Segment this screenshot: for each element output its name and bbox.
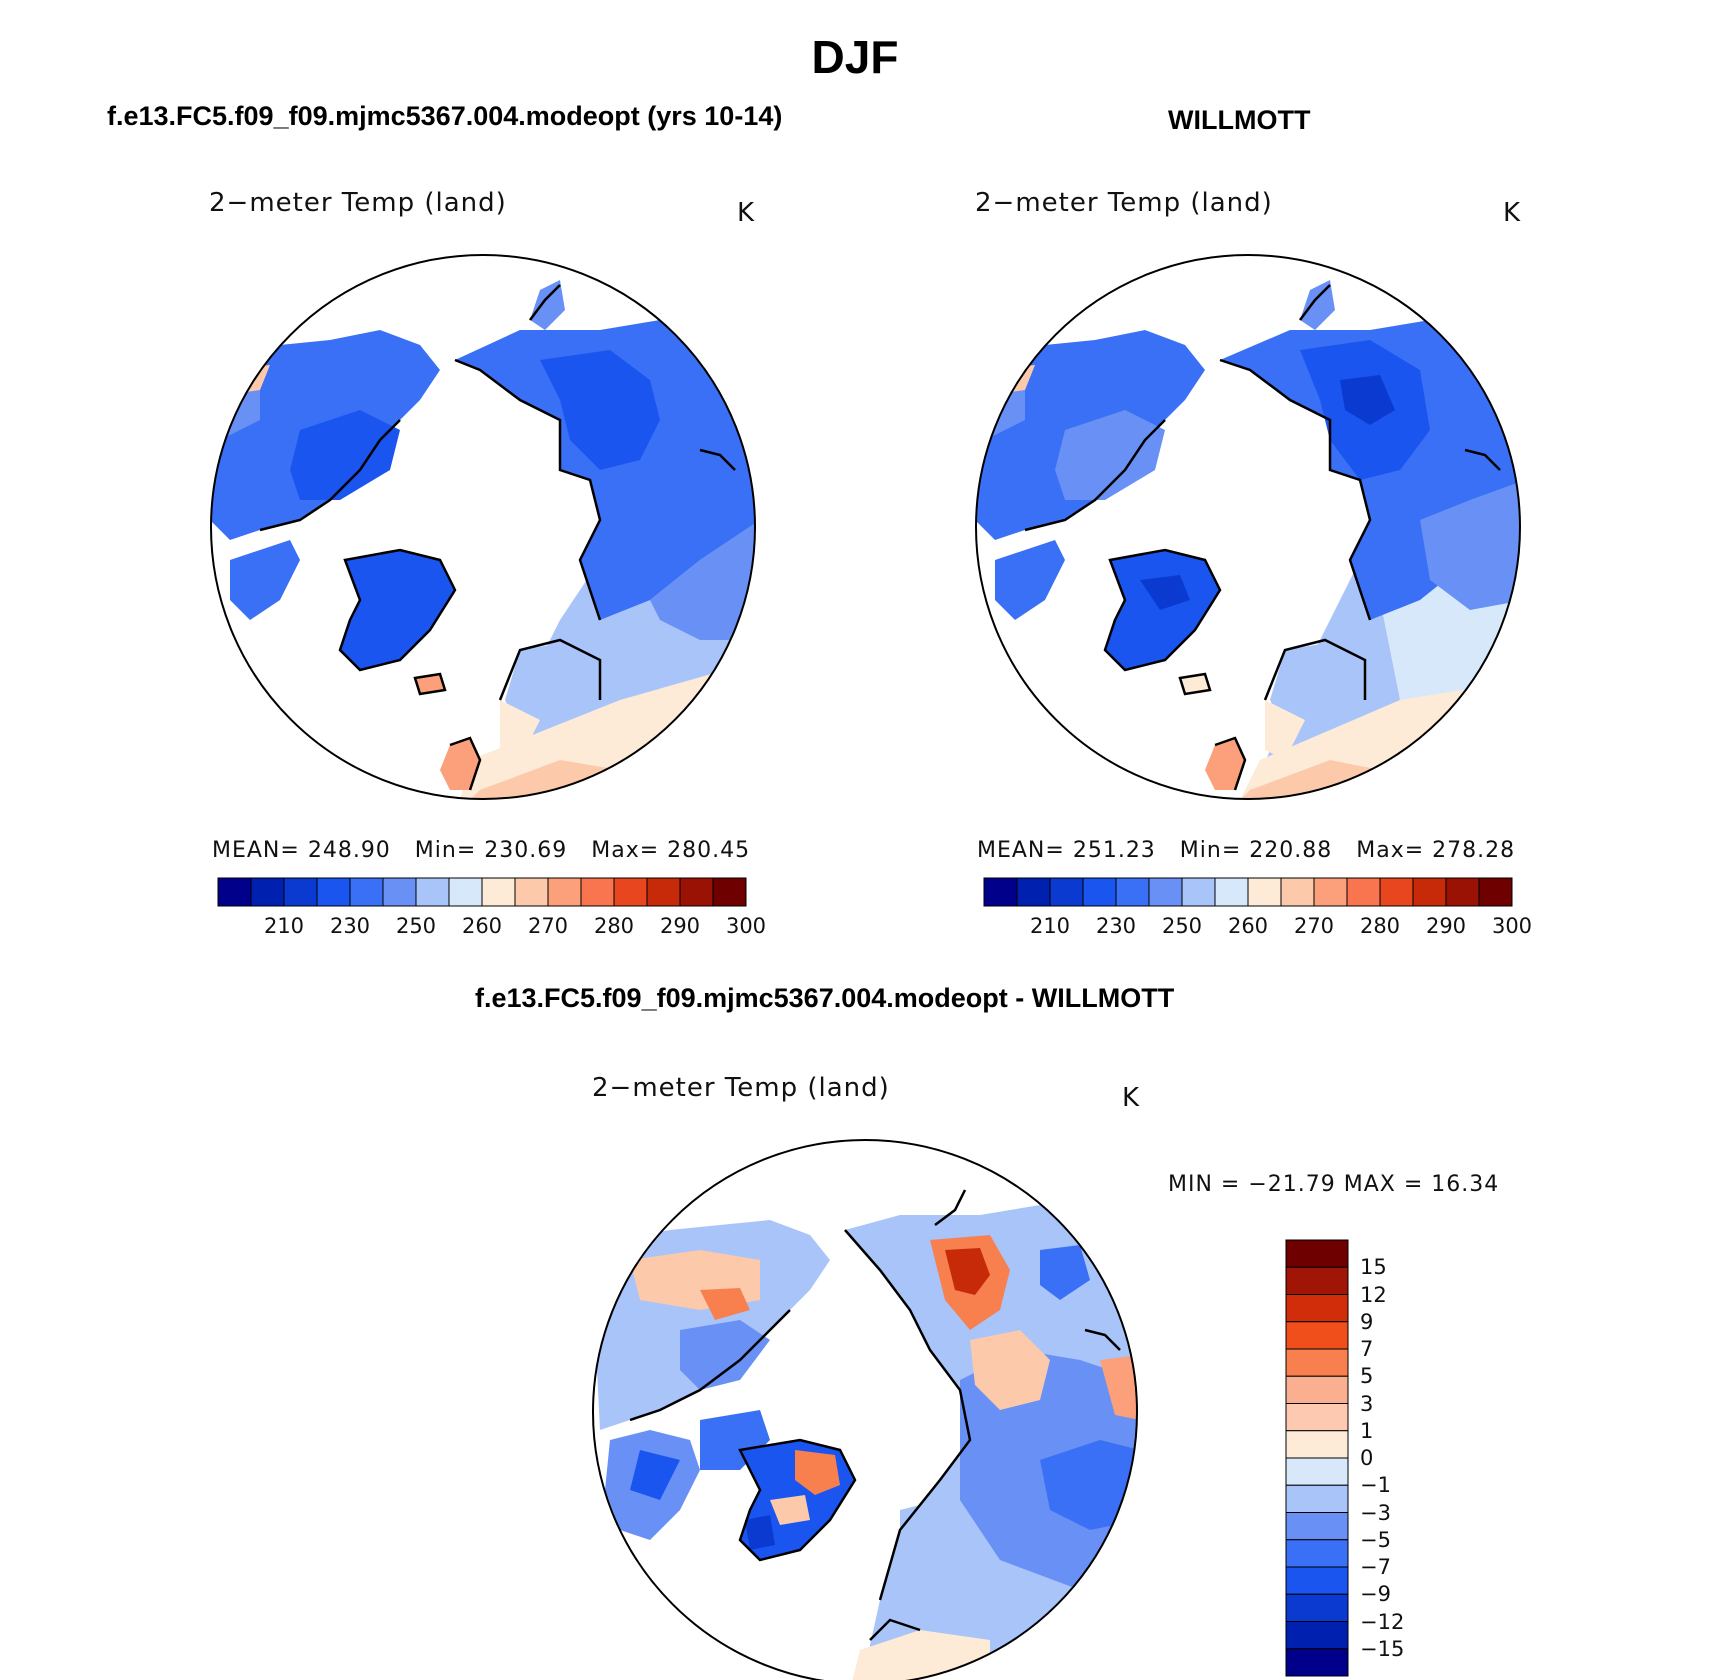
colorbar-swatch xyxy=(1285,1457,1349,1486)
colorbar-tick-label: 260 xyxy=(1227,914,1269,938)
colorbar-swatch xyxy=(1346,877,1381,907)
colorbar-tick-label: 210 xyxy=(1029,914,1071,938)
stats-diff: MIN = −21.79 MAX = 16.34 xyxy=(1168,1172,1500,1197)
colorbar-tick-label: −9 xyxy=(1360,1582,1391,1607)
colorbar-swatch xyxy=(1285,1539,1349,1568)
colorbar-swatch xyxy=(1247,877,1282,907)
colorbar-tick-label: 7 xyxy=(1360,1337,1374,1361)
colorbar-swatch xyxy=(514,877,549,907)
colorbar-tick-label: 270 xyxy=(1293,914,1335,938)
colorbar-swatch xyxy=(547,877,582,907)
colorbar-tick-label: 5 xyxy=(1360,1364,1374,1389)
colorbar-swatch xyxy=(1016,877,1051,907)
colorbar-swatch xyxy=(983,877,1018,907)
colorbar-swatch xyxy=(1313,877,1348,907)
colorbar-model xyxy=(217,877,747,907)
colorbar-tick-label: 290 xyxy=(1425,914,1467,938)
colorbar-swatch xyxy=(1148,877,1183,907)
colorbar-tick-label: −12 xyxy=(1360,1609,1405,1634)
colorbar-swatch xyxy=(1445,877,1480,907)
diff-panel-title: f.e13.FC5.f09_f09.mjmc5367.004.modeopt -… xyxy=(475,983,1175,1013)
colorbar-swatch xyxy=(1082,877,1117,907)
colorbar-swatch xyxy=(1285,1403,1349,1432)
colorbar-swatch xyxy=(646,877,681,907)
colorbar-tick-label: −1 xyxy=(1360,1473,1391,1498)
colorbar-swatch xyxy=(1285,1266,1349,1295)
colorbar-tick-label: 280 xyxy=(1359,914,1401,938)
colorbar-tick-label: 300 xyxy=(725,914,767,938)
colorbar-tick-label: 270 xyxy=(527,914,569,938)
colorbar-tick-label: 230 xyxy=(1095,914,1137,938)
colorbar-tick-label: 290 xyxy=(659,914,701,938)
stats-model: MEAN= 248.90 Min= 230.69 Max= 280.45 xyxy=(212,838,751,863)
colorbar-tick-label: 12 xyxy=(1360,1282,1387,1307)
colorbar-swatch xyxy=(1285,1430,1349,1459)
colorbar-tick-label: −7 xyxy=(1360,1555,1391,1579)
colorbar-swatch xyxy=(1285,1566,1349,1595)
colorbar-tick-label: 15 xyxy=(1360,1255,1387,1280)
colorbar-swatch xyxy=(1214,877,1249,907)
colorbar-swatch xyxy=(283,877,318,907)
colorbar-swatch xyxy=(1379,877,1414,907)
colorbar-swatch xyxy=(1285,1348,1349,1377)
plot-title-diff: 2−meter Temp (land) xyxy=(592,1073,890,1103)
colorbar-swatch xyxy=(1181,877,1216,907)
colorbar-swatch xyxy=(1285,1512,1349,1541)
colorbar-tick-label: 250 xyxy=(1161,914,1203,938)
colorbar-swatch xyxy=(679,877,714,907)
colorbar-tick-label: 9 xyxy=(1360,1309,1374,1334)
colorbar-swatch xyxy=(1478,877,1513,907)
units-obs: K xyxy=(1503,198,1521,228)
colorbar-swatch xyxy=(1049,877,1084,907)
right-panel-title: WILLMOTT xyxy=(1168,105,1311,135)
colorbar-swatch xyxy=(1285,1648,1349,1677)
colorbar-swatch xyxy=(349,877,384,907)
colorbar-swatch xyxy=(316,877,351,907)
left-panel-title: f.e13.FC5.f09_f09.mjmc5367.004.modeopt (… xyxy=(107,101,783,131)
stats-obs: MEAN= 251.23 Min= 220.88 Max= 278.28 xyxy=(977,838,1516,863)
colorbar-tick-label: 230 xyxy=(329,914,371,938)
colorbar-tick-label: −5 xyxy=(1360,1527,1391,1552)
colorbar-tick-label: 1 xyxy=(1360,1418,1374,1443)
colorbar-swatch xyxy=(382,877,417,907)
plot-title-model: 2−meter Temp (land) xyxy=(209,188,507,218)
colorbar-swatch xyxy=(1285,1484,1349,1513)
colorbar-swatch xyxy=(712,877,747,907)
colorbar-swatch xyxy=(217,877,252,907)
colorbar-tick-label: 260 xyxy=(461,914,503,938)
colorbar-swatch xyxy=(1285,1593,1349,1622)
colorbar-swatch xyxy=(613,877,648,907)
colorbar-swatch xyxy=(415,877,450,907)
colorbar-tick-label: 280 xyxy=(593,914,635,938)
colorbar-swatch xyxy=(1285,1294,1349,1323)
figure-title: DJF xyxy=(811,31,899,83)
colorbar-tick-label: −3 xyxy=(1360,1500,1391,1525)
plot-title-obs: 2−meter Temp (land) xyxy=(975,188,1273,218)
colorbar-obs xyxy=(983,877,1513,907)
colorbar-swatch xyxy=(250,877,285,907)
colorbar-diff xyxy=(1285,1239,1349,1677)
colorbar-tick-label: −15 xyxy=(1360,1636,1405,1661)
colorbar-swatch xyxy=(1285,1239,1349,1268)
colorbar-swatch xyxy=(1285,1375,1349,1404)
colorbar-tick-label: 250 xyxy=(395,914,437,938)
colorbar-tick-label: 210 xyxy=(263,914,305,938)
colorbar-swatch xyxy=(1285,1321,1349,1350)
colorbar-swatch xyxy=(1412,877,1447,907)
colorbar-tick-label: 300 xyxy=(1491,914,1533,938)
colorbar-swatch xyxy=(580,877,615,907)
colorbar-swatch xyxy=(1285,1621,1349,1650)
units-diff: K xyxy=(1122,1083,1140,1113)
colorbar-tick-label: 0 xyxy=(1360,1446,1374,1470)
colorbar-tick-label: 3 xyxy=(1360,1391,1374,1416)
colorbar-swatch xyxy=(1115,877,1150,907)
units-model: K xyxy=(737,198,755,228)
